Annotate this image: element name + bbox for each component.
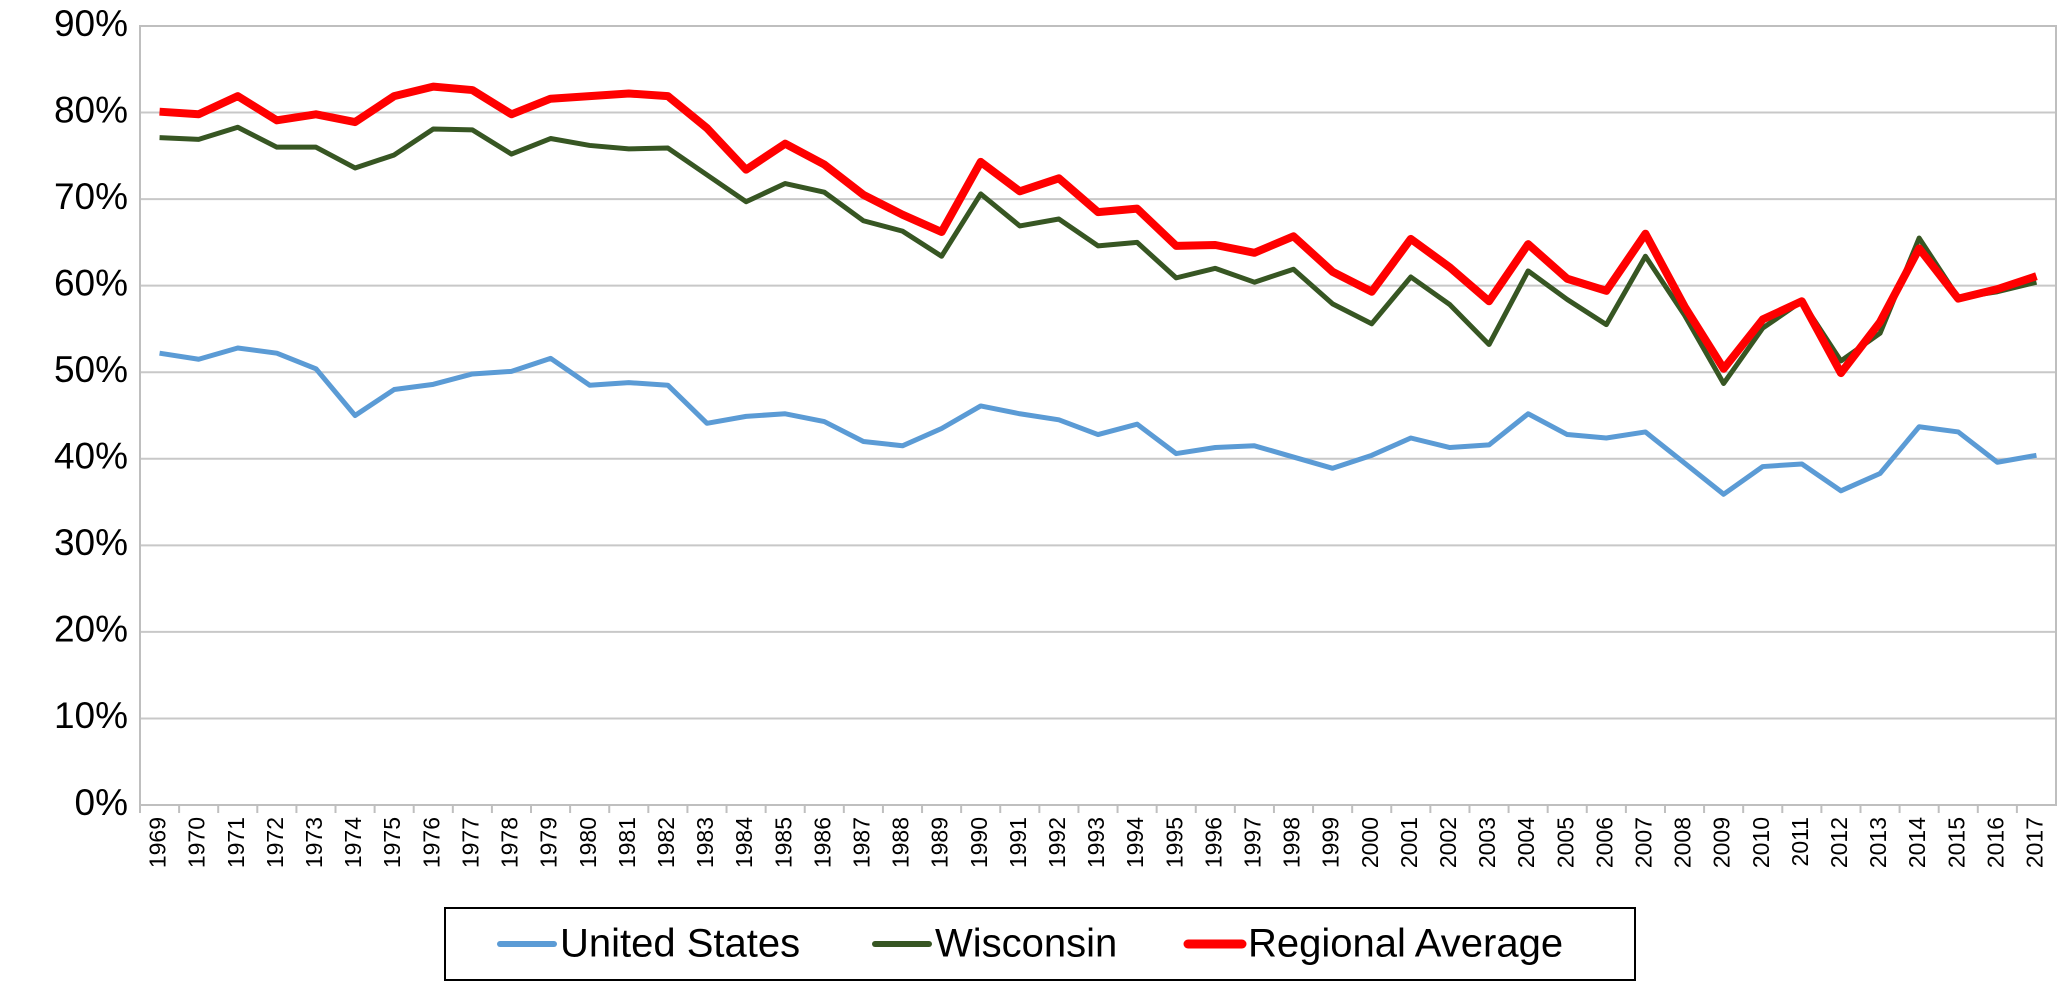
x-tick-label: 1990 (966, 817, 992, 868)
y-tick-label: 10% (54, 695, 128, 736)
series-line (159, 345, 2037, 497)
x-tick-label: 1986 (809, 817, 835, 868)
x-tick-label: 1998 (1279, 817, 1305, 868)
x-tick-label: 2013 (1865, 817, 1891, 868)
x-tick-label: 2007 (1631, 817, 1657, 868)
x-tick-label: 2008 (1670, 817, 1696, 868)
x-tick-label: 1993 (1083, 817, 1109, 868)
x-tick-label: 1975 (379, 817, 405, 868)
x-tick-label: 2001 (1396, 817, 1422, 868)
x-tick-label: 1969 (145, 817, 171, 868)
x-tick-label: 1991 (1005, 817, 1031, 868)
y-tick-label: 90% (54, 3, 128, 44)
y-tick-label: 80% (54, 89, 128, 130)
x-tick-label: 1974 (340, 817, 366, 868)
x-tick-label: 1984 (731, 817, 757, 868)
x-tick-label: 1976 (418, 817, 444, 868)
legend-label: Regional Average (1248, 922, 1563, 966)
x-tick-label: 2011 (1787, 817, 1813, 866)
x-tick-label: 1996 (1200, 817, 1226, 868)
x-tick-label: 1988 (888, 817, 914, 868)
x-tick-label: 1989 (927, 817, 953, 868)
y-tick-label: 70% (54, 176, 128, 217)
x-tick-label: 1971 (223, 817, 249, 868)
legend-label: Wisconsin (935, 922, 1117, 966)
y-tick-label: 0% (75, 782, 128, 823)
x-tick-label: 1970 (184, 817, 210, 868)
x-tick-label: 1973 (301, 817, 327, 868)
x-tick-label: 2017 (2022, 817, 2048, 868)
x-tick-label: 1987 (848, 817, 874, 868)
x-tick-label: 1981 (614, 817, 640, 868)
plot-border (139, 25, 2057, 806)
x-tick-label: 1995 (1161, 817, 1187, 868)
x-tick-label: 1992 (1044, 817, 1070, 868)
x-tick-label: 1985 (770, 817, 796, 868)
x-tick-label: 2005 (1552, 817, 1578, 868)
x-tick-label: 2016 (1982, 817, 2008, 868)
x-tick-label: 2003 (1474, 817, 1500, 868)
y-tick-label: 60% (54, 262, 128, 303)
x-tick-label: 1982 (653, 817, 679, 868)
x-tick-label: 2010 (1748, 817, 1774, 868)
x-tick-label: 2012 (1826, 817, 1852, 868)
x-tick-label: 1972 (262, 817, 288, 868)
legend-box (444, 907, 1636, 981)
series-line (159, 124, 2038, 386)
x-tick-label: 1978 (497, 817, 523, 868)
x-tick-label: 2004 (1513, 817, 1539, 868)
x-tick-label: 2009 (1709, 817, 1735, 868)
y-tick-label: 50% (54, 349, 128, 390)
y-tick-label: 30% (54, 522, 128, 563)
x-tick-label: 2000 (1357, 817, 1383, 868)
y-tick-label: 20% (54, 609, 128, 650)
x-tick-label: 2002 (1435, 817, 1461, 868)
y-tick-label: 40% (54, 436, 128, 477)
x-tick-label: 1999 (1318, 817, 1344, 868)
x-tick-label: 1980 (575, 817, 601, 868)
x-tick-label: 1979 (536, 817, 562, 868)
x-tick-label: 1983 (692, 817, 718, 868)
legend-label: United States (560, 922, 800, 966)
series-line (159, 82, 2038, 378)
x-tick-label: 1994 (1122, 817, 1148, 868)
x-tick-label: 2015 (1943, 817, 1969, 868)
x-tick-label: 2014 (1904, 817, 1930, 868)
x-tick-label: 2006 (1591, 817, 1617, 868)
x-tick-label: 1977 (457, 817, 483, 868)
x-tick-label: 1997 (1239, 817, 1265, 868)
